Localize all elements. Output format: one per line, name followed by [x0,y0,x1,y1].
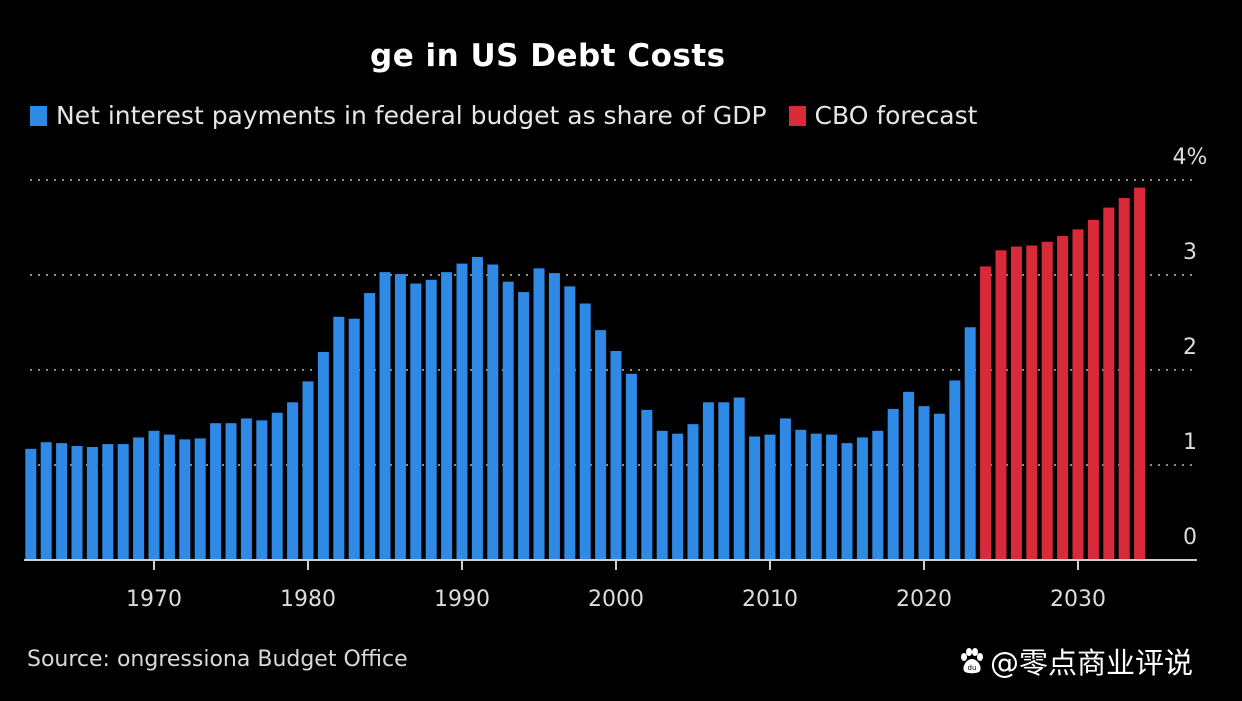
chart-title: ge in US Debt Costs [370,38,726,74]
bar-actual-1999 [595,330,607,560]
bar-actual-1971 [163,434,175,560]
bar-actual-1970 [148,430,160,560]
bar-actual-2021 [933,413,945,560]
bar-actual-1972 [179,439,191,560]
bar-actual-1983 [348,318,360,560]
bar-actual-2013 [810,433,822,560]
bar-actual-1986 [394,274,406,560]
bar-actual-2017 [872,430,884,560]
bar-actual-1977 [256,420,268,560]
bar-actual-1968 [117,444,129,560]
bar-actual-1980 [302,381,314,560]
source-note: Source: ongressiona Budget Office [27,647,408,672]
bar-actual-2012 [795,429,807,560]
bar-actual-1991 [471,256,483,560]
bar-actual-1967 [102,444,114,560]
x-tick-label: 2000 [588,587,644,612]
bar-actual-1982 [333,316,345,560]
bar-forecast-2033 [1118,198,1130,561]
baidu-paw-icon: du [961,648,983,674]
bar-actual-1988 [425,279,437,560]
bar-actual-1973 [194,438,206,560]
bar-forecast-2031 [1087,219,1099,560]
legend-item-net-interest: Net interest payments in federal budget … [30,101,767,130]
bar-actual-1998 [579,303,591,560]
bar-actual-1994 [518,292,530,560]
bar-forecast-2034 [1134,187,1146,560]
bar-actual-2018 [887,408,899,560]
bar-actual-1992 [487,264,499,560]
legend-label-net-interest: Net interest payments in federal budget … [56,101,767,130]
bar-forecast-2030 [1072,229,1084,560]
bar-actual-1993 [502,281,514,560]
bar-forecast-2029 [1057,236,1069,561]
bar-forecast-2032 [1103,207,1115,561]
watermark-text: @零点商业评说 [990,646,1194,680]
bar-actual-2019 [903,391,915,560]
bar-actual-1976 [240,418,252,560]
y-tick-label: 4% [1173,145,1208,170]
legend-label-cbo-forecast: CBO forecast [814,101,978,130]
bar-actual-1962 [25,448,37,560]
bar-actual-2008 [733,397,745,560]
bar-forecast-2026 [1010,246,1022,560]
bar-actual-2014 [826,434,838,560]
bar-actual-1979 [287,402,299,560]
bar-actual-2000 [610,351,622,560]
svg-text:du: du [968,664,977,672]
bar-actual-2009 [749,436,761,560]
bar-actual-2020 [918,406,930,560]
bar-actual-2015 [841,443,853,560]
x-tick-label: 1970 [126,587,182,612]
bar-actual-2023 [964,327,976,560]
bar-actual-1996 [548,273,560,560]
bar-actual-1981 [317,351,329,560]
bar-forecast-2028 [1041,241,1053,560]
bar-actual-1966 [86,446,98,560]
bar-actual-1963 [40,442,52,560]
y-tick-label: 2 [1183,335,1197,360]
x-tick-label: 1990 [434,587,490,612]
y-tick-label: 3 [1183,240,1197,265]
bar-actual-2006 [702,402,714,560]
bar-actual-2003 [656,430,668,560]
bar-actual-2007 [718,402,730,560]
bar-actual-1965 [71,446,83,560]
bar-actual-2004 [672,433,684,560]
bar-forecast-2024 [980,266,992,560]
bar-actual-1974 [210,423,222,560]
y-tick-label: 0 [1183,525,1197,550]
legend-swatch-cbo-forecast [788,105,806,126]
bar-actual-2001 [625,373,637,560]
x-tick-label: 2030 [1050,587,1106,612]
bar-actual-2010 [764,434,776,560]
bar-actual-1985 [379,272,391,560]
bar-actual-2011 [779,418,791,560]
bar-actual-1990 [456,263,468,560]
bar-forecast-2025 [995,250,1007,561]
bar-forecast-2027 [1026,245,1038,561]
bar-actual-2002 [641,409,653,560]
bar-actual-2022 [949,380,961,560]
bar-actual-1978 [271,412,283,560]
x-tick-label: 2020 [896,587,952,612]
legend-item-cbo-forecast: CBO forecast [788,101,978,130]
bar-actual-1997 [564,286,576,560]
bar-actual-1984 [364,293,376,560]
bar-actual-1964 [56,443,68,560]
bar-actual-2005 [687,424,699,560]
bar-actual-1995 [533,268,545,560]
bar-actual-1989 [441,272,453,560]
bar-actual-1969 [133,437,145,560]
bar-actual-1975 [225,423,237,560]
bar-actual-2016 [856,437,868,560]
legend: Net interest payments in federal budget … [30,101,999,130]
y-tick-label: 1 [1183,430,1197,455]
x-tick-label: 2010 [742,587,798,612]
watermark: du @零点商业评说 [958,640,1193,682]
bar-actual-1987 [410,283,422,560]
x-tick-label: 1980 [280,587,336,612]
legend-swatch-net-interest [30,105,47,126]
